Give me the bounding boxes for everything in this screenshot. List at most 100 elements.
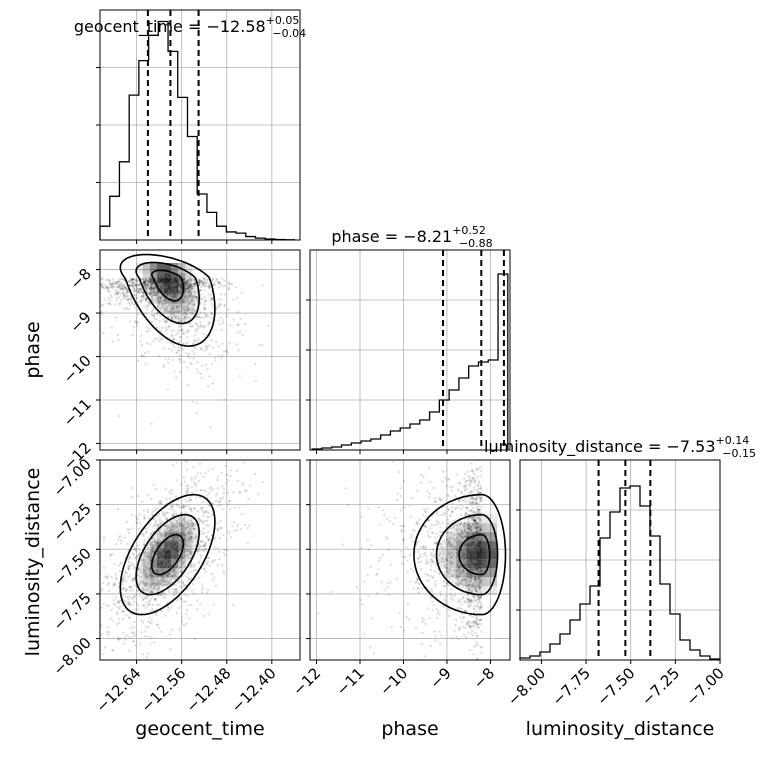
scatter-point bbox=[170, 575, 174, 579]
scatter-point bbox=[147, 588, 150, 591]
scatter-point bbox=[197, 277, 200, 281]
scatter-point bbox=[178, 340, 182, 343]
scatter-point bbox=[121, 631, 125, 635]
scatter-point bbox=[185, 282, 188, 285]
scatter-point bbox=[131, 333, 134, 337]
scatter-point bbox=[170, 304, 173, 307]
scatter-point bbox=[123, 573, 126, 577]
scatter-point bbox=[105, 285, 108, 288]
scatter-point bbox=[191, 524, 195, 527]
scatter-point bbox=[171, 506, 174, 509]
scatter-point bbox=[124, 307, 128, 310]
scatter-point bbox=[123, 577, 126, 580]
scatter-point bbox=[144, 574, 147, 577]
scatter-point bbox=[194, 309, 197, 312]
scatter-point bbox=[465, 483, 468, 487]
scatter-point bbox=[186, 283, 189, 286]
scatter-point bbox=[181, 329, 185, 332]
scatter-point bbox=[176, 332, 179, 335]
scatter-point bbox=[428, 617, 431, 620]
scatter-point bbox=[136, 544, 140, 548]
scatter-point bbox=[178, 531, 181, 535]
scatter-point bbox=[421, 617, 424, 620]
scatter-point bbox=[203, 311, 206, 315]
scatter-point bbox=[217, 304, 220, 307]
scatter-point bbox=[167, 530, 171, 533]
scatter-point bbox=[141, 277, 145, 281]
scatter-point bbox=[181, 531, 185, 535]
scatter-point bbox=[121, 610, 125, 613]
scatter-point bbox=[155, 581, 158, 585]
scatter-point bbox=[203, 510, 206, 514]
scatter-point bbox=[253, 472, 257, 476]
scatter-point bbox=[134, 280, 138, 283]
scatter-point bbox=[159, 296, 162, 299]
scatter-point bbox=[170, 488, 174, 491]
scatter-point bbox=[188, 617, 191, 620]
scatter-point bbox=[216, 528, 220, 532]
scatter-point bbox=[210, 317, 213, 320]
scatter-point bbox=[360, 515, 363, 518]
scatter-point bbox=[344, 487, 348, 490]
scatter-point bbox=[140, 301, 143, 304]
scatter-point bbox=[262, 480, 265, 484]
scatter-point bbox=[474, 644, 477, 647]
scatter-point bbox=[151, 581, 154, 585]
scatter-point bbox=[131, 577, 134, 581]
scatter-point bbox=[149, 571, 152, 574]
scatter-point bbox=[218, 281, 222, 285]
scatter-point bbox=[195, 496, 198, 499]
scatter-point bbox=[196, 371, 200, 374]
scatter-point bbox=[174, 588, 177, 591]
scatter-point bbox=[194, 295, 197, 299]
scatter-point bbox=[128, 307, 131, 311]
scatter-point bbox=[451, 485, 454, 488]
scatter-point bbox=[187, 522, 190, 525]
scatter-point bbox=[101, 282, 105, 285]
scatter-point bbox=[122, 295, 125, 298]
scatter-point bbox=[142, 597, 145, 601]
density-cell bbox=[185, 313, 193, 325]
scatter-point bbox=[145, 277, 148, 280]
scatter-point bbox=[125, 289, 128, 292]
scatter-point bbox=[186, 556, 190, 560]
scatter-point bbox=[144, 286, 148, 289]
scatter-point bbox=[462, 484, 466, 488]
scatter-point bbox=[155, 542, 159, 545]
scatter-point bbox=[189, 552, 193, 555]
scatter-point bbox=[215, 277, 218, 281]
scatter-point bbox=[130, 596, 133, 600]
scatter-point bbox=[128, 585, 131, 589]
scatter-point bbox=[164, 326, 168, 329]
scatter-point bbox=[181, 530, 184, 534]
scatter-point bbox=[185, 520, 188, 523]
scatter-point bbox=[151, 575, 154, 578]
scatter-point bbox=[111, 649, 114, 652]
scatter-point bbox=[208, 352, 212, 356]
scatter-point bbox=[182, 600, 186, 603]
scatter-point bbox=[396, 492, 399, 496]
scatter-point bbox=[198, 279, 201, 283]
scatter-point bbox=[355, 585, 358, 589]
scatter-point bbox=[171, 492, 174, 495]
scatter-point bbox=[115, 578, 118, 581]
scatter-point bbox=[193, 522, 196, 525]
scatter-point bbox=[168, 293, 172, 296]
scatter-point bbox=[92, 295, 94, 297]
scatter-point bbox=[435, 616, 439, 620]
scatter-point bbox=[216, 478, 219, 482]
scatter-point bbox=[116, 292, 120, 295]
scatter-point bbox=[171, 514, 174, 517]
scatter-point bbox=[159, 287, 163, 290]
scatter-point bbox=[185, 452, 187, 454]
scatter-point bbox=[161, 287, 164, 290]
scatter-point bbox=[109, 294, 113, 297]
scatter-point bbox=[150, 545, 153, 549]
density-cell bbox=[171, 293, 179, 304]
scatter-point bbox=[205, 534, 209, 538]
scatter-point bbox=[182, 476, 186, 479]
scatter-point bbox=[116, 280, 119, 283]
scatter-point bbox=[454, 618, 458, 621]
scatter-point bbox=[155, 570, 159, 573]
scatter-point bbox=[174, 525, 177, 528]
